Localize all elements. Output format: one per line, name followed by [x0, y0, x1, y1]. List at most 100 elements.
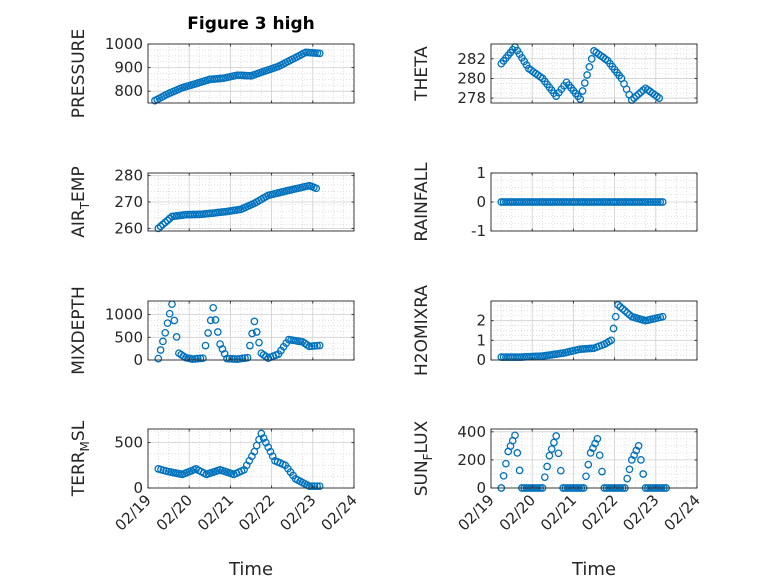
data-point — [609, 324, 618, 333]
data-point — [201, 341, 210, 350]
axes-box — [490, 43, 698, 104]
data-point — [637, 88, 645, 97]
y-axis-label: AIRTEMP — [69, 166, 92, 237]
data-point — [540, 473, 549, 482]
y-tick-label: 0 — [133, 479, 143, 497]
x-tick-label: 02/24 — [661, 491, 704, 534]
data-point — [243, 353, 252, 362]
y-tick-label: 400 — [457, 423, 486, 441]
x-tick-label: 02/21 — [194, 491, 237, 534]
y-axis-label: MIXDEPTH — [69, 286, 89, 375]
data-point — [515, 466, 524, 475]
data-point — [313, 341, 321, 350]
data-point — [576, 95, 585, 103]
data-point — [655, 94, 664, 102]
data-point — [259, 434, 268, 442]
data-point — [639, 470, 648, 478]
data-point — [585, 63, 594, 71]
x-tick-label: 02/23 — [619, 491, 662, 534]
data-point — [630, 94, 638, 102]
data-point — [556, 466, 565, 475]
data-point — [607, 336, 616, 345]
data-point — [554, 449, 563, 458]
data-point — [250, 317, 259, 326]
y-axis-label: PRESSURE — [69, 29, 89, 118]
data-point — [161, 218, 170, 227]
y-tick-label: 282 — [457, 50, 486, 68]
data-point — [641, 198, 650, 206]
data-point — [159, 220, 167, 229]
data-point — [658, 198, 667, 206]
data-point — [172, 333, 181, 341]
data-point — [315, 482, 324, 491]
y-tick-label: 270 — [114, 193, 143, 211]
x-tick-label: 02/24 — [318, 491, 361, 534]
data-point — [580, 79, 589, 87]
y-axis-label: THETA — [412, 46, 432, 102]
x-tick-label: 02/22 — [578, 491, 621, 534]
y-tick-label: 200 — [457, 451, 486, 469]
y-tick-label: 1000 — [105, 306, 143, 324]
data-point — [266, 447, 275, 456]
data-point — [310, 342, 319, 350]
y-tick-label: 260 — [114, 219, 143, 237]
data-point — [634, 90, 643, 99]
data-point — [639, 86, 648, 95]
x-tick-label: 02/22 — [235, 491, 278, 534]
data-point — [637, 198, 645, 206]
subplot-terr_msl: 0 500 TERRMSL 02/1902/2002/2102/2202/2302/2… — [69, 420, 361, 534]
data-point — [543, 462, 551, 471]
data-point — [161, 328, 170, 337]
data-point — [246, 341, 254, 350]
axes-box — [147, 43, 355, 104]
subplot-h2omixra: 0 12 H2OMIXRA — [412, 285, 698, 376]
subplot-air_temp: 260 270 280 AIRTEMP — [69, 166, 355, 238]
y-tick-label: -1 — [471, 222, 486, 240]
data-point — [632, 92, 641, 100]
data-point — [191, 355, 200, 363]
data-point — [511, 431, 519, 440]
y-tick-label: 500 — [114, 434, 143, 452]
x-tick-label: 02/21 — [537, 491, 580, 534]
data-point — [264, 443, 273, 452]
data-point — [623, 474, 632, 483]
data-point — [252, 328, 261, 336]
data-point — [204, 329, 212, 337]
y-tick-label: 280 — [114, 167, 143, 185]
subplot-rainfall: -1 0 1 RAINFALL — [412, 162, 698, 242]
y-tick-label: 0 — [133, 351, 143, 369]
data-point — [611, 312, 620, 321]
data-point — [305, 342, 314, 351]
data-point — [623, 308, 632, 317]
x-tick-label: 02/20 — [496, 491, 539, 534]
data-point — [585, 344, 594, 353]
data-series — [154, 429, 324, 491]
data-point — [213, 328, 222, 336]
data-point — [199, 354, 207, 363]
data-point — [502, 459, 510, 468]
data-point — [639, 198, 648, 206]
data-point — [582, 472, 590, 481]
data-point — [312, 184, 321, 193]
data-point — [651, 198, 660, 206]
data-point — [625, 465, 634, 474]
data-point — [315, 341, 324, 350]
data-point — [618, 305, 627, 313]
subplot-pressure: 800 900 1000 PRESSURE — [69, 29, 355, 118]
data-point — [621, 306, 629, 315]
subplot-sun_flux: 0 200 400 SUNFLUX 02/1902/2002/2102/2202/230… — [412, 420, 704, 534]
data-point — [165, 309, 174, 318]
data-point — [653, 198, 662, 206]
data-point — [156, 346, 165, 354]
y-tick-label: 278 — [457, 89, 486, 107]
data-point — [658, 312, 667, 321]
data-series — [154, 300, 324, 363]
y-tick-label: 500 — [114, 328, 143, 346]
data-point — [630, 451, 638, 460]
data-point — [308, 482, 316, 491]
data-point — [154, 224, 163, 233]
data-point — [156, 222, 165, 231]
data-point — [255, 338, 263, 347]
